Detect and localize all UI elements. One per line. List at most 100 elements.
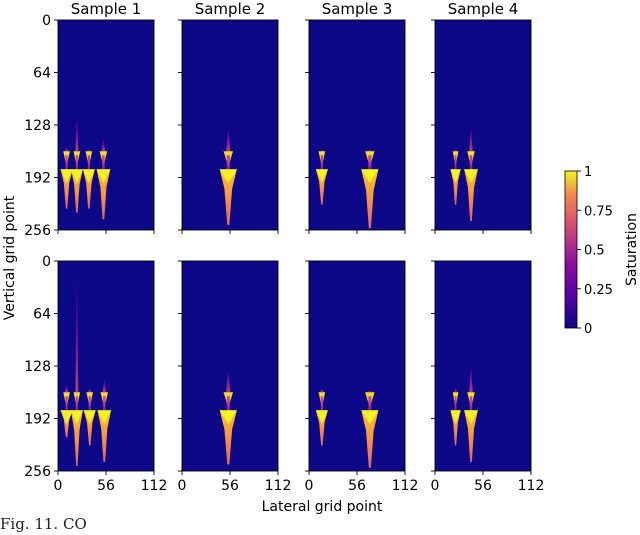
x-tick-label: 112 <box>518 478 545 494</box>
plume-lower-band <box>219 169 237 184</box>
plume-lower-body <box>450 410 461 446</box>
plume-upper-tail <box>65 147 69 152</box>
plume-lower-band <box>315 410 328 425</box>
y-tick-label: 128 <box>24 359 51 375</box>
plume-lower-body <box>450 169 461 205</box>
plume-upper-tail <box>226 370 231 393</box>
plume-upper-tail <box>454 388 457 393</box>
heatmap-panel-3: Sample 3 <box>305 0 406 234</box>
plume-connector <box>88 396 91 411</box>
heatmap-panel-6: 0 56 112 <box>178 260 292 494</box>
plume-lower-body <box>464 410 478 462</box>
colorbar-tick-label: 0 <box>584 322 592 337</box>
plume-upper-tail <box>102 379 106 393</box>
figure-caption: Fig. 11. CO <box>0 515 87 533</box>
plume-lower-band <box>96 169 111 184</box>
x-tick-label: 112 <box>392 478 419 494</box>
heatmap-panel-1: 0 64 128 192 256 Sample 1 <box>24 0 155 239</box>
colorbar-label: Saturation <box>624 213 640 286</box>
plume-lower-body <box>96 169 111 220</box>
y-tick-label: 0 <box>42 13 51 29</box>
plume-lower-body <box>315 410 328 446</box>
colorbar-tick-label: 1 <box>584 165 592 180</box>
plume-upper-tail <box>75 116 79 152</box>
y-tick-label: 128 <box>24 118 51 134</box>
plume-connector <box>102 155 105 170</box>
x-axis-label: Lateral grid point <box>262 499 383 514</box>
x-tick-label: 112 <box>265 478 292 494</box>
plume-lower-body <box>315 169 328 205</box>
plume-upper-tail <box>367 390 372 393</box>
plume-connector <box>226 396 230 411</box>
plume-connector <box>320 155 323 170</box>
plume-lower-band <box>450 169 461 184</box>
y-tick-label: 256 <box>24 464 51 480</box>
y-tick-label: 0 <box>42 254 51 270</box>
plume-1 <box>315 388 328 446</box>
plume-lower-band <box>361 169 379 184</box>
colorbar-tick-label: 0.75 <box>584 204 613 219</box>
plume-1 <box>219 129 237 226</box>
x-tick-label: 56 <box>474 478 492 494</box>
plume-2 <box>70 116 83 213</box>
plume-connector <box>65 396 68 411</box>
plume-lower-band <box>60 169 73 184</box>
plume-upper-tail <box>65 384 69 393</box>
plume-2 <box>464 126 478 221</box>
plume-lower-band <box>464 169 478 184</box>
plume-lower-body <box>361 169 379 229</box>
heatmap-panel-4: Sample 4 <box>431 0 532 234</box>
panel-title: Sample 1 <box>71 0 142 18</box>
plume-lower-band <box>450 410 461 425</box>
plume-connector <box>75 396 78 411</box>
plume-lower-body <box>219 169 237 226</box>
plume-connector <box>454 396 457 411</box>
plume-connector <box>368 155 372 170</box>
panel-background <box>309 261 405 471</box>
plume-lower-body <box>70 410 83 467</box>
plume-upper-tail <box>87 149 91 152</box>
y-tick-label: 256 <box>24 223 51 239</box>
plume-connector <box>226 155 230 170</box>
y-axis-label: Vertical grid point <box>2 195 18 320</box>
plume-lower-band <box>60 410 73 425</box>
plume-connector <box>320 396 323 411</box>
x-tick-label: 112 <box>141 478 168 494</box>
plume-connector <box>454 155 457 170</box>
y-tick-label: 64 <box>33 66 51 82</box>
plume-lower-band <box>315 169 328 184</box>
plume-1 <box>450 149 461 205</box>
plume-1 <box>219 370 237 465</box>
plume-lower-body <box>60 169 73 209</box>
plume-4 <box>96 138 111 220</box>
plume-lower-body <box>83 410 96 446</box>
x-tick-label: 0 <box>431 478 440 494</box>
plume-3 <box>82 149 95 209</box>
x-tick-label: 0 <box>54 478 63 494</box>
y-tick-label: 192 <box>24 171 51 187</box>
plume-connector <box>87 155 90 170</box>
plume-lower-band <box>464 410 478 425</box>
colorbar-tick-label: 0.25 <box>584 283 613 298</box>
colorbar-tick-label: 0.5 <box>584 244 605 259</box>
plume-lower-body <box>219 410 237 465</box>
plume-1 <box>450 388 461 446</box>
x-tick-label: 0 <box>178 478 187 494</box>
heatmap-panel-2: Sample 2 <box>178 0 279 234</box>
plume-lower-band <box>97 410 112 425</box>
x-tick-label: 0 <box>305 478 314 494</box>
figure: 0 64 128 192 256 Sample 1 Sample 2 Sample 3 Samp… <box>2 0 640 514</box>
plume-lower-body <box>97 410 112 462</box>
plume-lower-band <box>361 410 379 425</box>
plume-1 <box>315 149 328 205</box>
plume-3 <box>83 388 96 446</box>
plume-2 <box>361 149 379 229</box>
plume-4 <box>97 379 112 462</box>
plume-2 <box>361 390 379 468</box>
x-tick-label: 56 <box>97 478 115 494</box>
plume-lower-band <box>83 410 96 425</box>
plume-1 <box>60 384 73 438</box>
plume-lower-band <box>219 410 237 425</box>
panel-title: Sample 2 <box>195 0 266 18</box>
